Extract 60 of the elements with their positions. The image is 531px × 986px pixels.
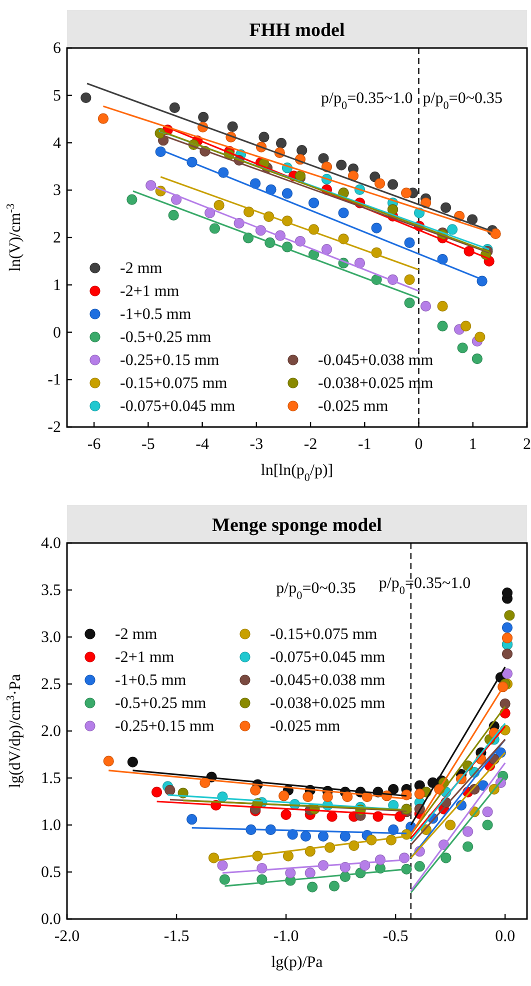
x-tick-label: 2: [523, 436, 531, 453]
chart-title: Menge sponge model: [212, 515, 382, 536]
y-tick-label: 2.5: [41, 676, 61, 693]
x-tick-label: 0.0: [495, 928, 516, 945]
annotation: p/p$_{0}$=0~0.35: [422, 90, 502, 112]
x-tick-label: -1.0: [273, 928, 299, 945]
x-tick-label: -4: [196, 436, 209, 453]
legend-label: -2 mm: [115, 626, 158, 643]
x-tick-label: -2: [304, 436, 318, 453]
y-tick-label: 6: [53, 40, 61, 57]
x-tick-label: -5: [142, 436, 155, 453]
y-tick-label: 1: [53, 276, 61, 294]
legend-label: -0.25+0.15 mm: [120, 352, 220, 369]
y-tick-label: 3.5: [41, 582, 61, 599]
y-tick-label: -1: [48, 372, 61, 389]
legend-label: -0.5+0.25 mm: [115, 695, 207, 712]
x-tick-label: -1: [358, 436, 372, 453]
x-axis-title: lg(p)/Pa: [271, 954, 323, 971]
legend-label: -0.025 mm: [270, 718, 341, 735]
y-tick-label: 0.0: [41, 911, 61, 928]
y-tick-label: 5: [53, 87, 61, 104]
legend-label: -0.045+0.038 mm: [270, 672, 386, 689]
x-tick-label: -3: [250, 436, 264, 453]
legend-label: -2+1 mm: [120, 283, 180, 300]
x-tick-label: -2.0: [54, 928, 80, 945]
y-tick-label: 3.0: [41, 629, 61, 646]
x-tick-label: -1.5: [164, 928, 190, 945]
legend-label: -0.5+0.25 mm: [120, 329, 212, 346]
annotation: p/p$_{0}$=0~0.35: [276, 580, 356, 602]
legend-label: -0.045+0.038 mm: [318, 352, 434, 369]
chart-title: FHH model: [249, 20, 345, 41]
y-tick-label: 1.0: [41, 817, 61, 834]
legend-label: -1+0.5 mm: [115, 672, 187, 689]
legend-label: -2+1 mm: [115, 649, 175, 666]
legend-label: -0.15+0.075 mm: [270, 626, 378, 643]
y-tick-label: 3: [53, 182, 61, 200]
legend-label: -1+0.5 mm: [120, 306, 192, 323]
y-tick-label: 1.5: [41, 770, 61, 787]
legend-label: -0.15+0.075 mm: [120, 375, 228, 392]
legend-label: -0.025 mm: [318, 398, 389, 415]
legend-label: -0.075+0.045 mm: [120, 398, 236, 415]
legend-label: -0.25+0.15 mm: [115, 718, 215, 735]
x-tick-label: 0: [414, 436, 423, 453]
legend-label: -2 mm: [120, 260, 163, 277]
legend-label: -0.038+0.025 mm: [318, 375, 434, 392]
y-tick-label: 4.0: [41, 535, 61, 552]
y-tick-label: 4: [53, 134, 61, 152]
y-tick-label: -2: [48, 419, 61, 436]
y-tick-label: 0: [53, 324, 61, 342]
y-tick-label: 2.0: [41, 723, 61, 740]
y-tick-label: 0.5: [41, 864, 61, 881]
annotation: p/p$_{0}$=0.35~1.0: [378, 575, 471, 597]
legend-label: -0.038+0.025 mm: [270, 695, 386, 712]
legend-label: -0.075+0.045 mm: [270, 649, 386, 666]
y-tick-label: 2: [53, 230, 61, 246]
annotation: p/p$_{0}$=0.35~1.0: [321, 90, 413, 112]
x-tick-label: 1: [468, 436, 477, 453]
x-tick-label: -6: [87, 436, 101, 453]
x-axis-title: ln[ln(p$_{0}$/p)]: [260, 462, 334, 484]
x-tick-label: -0.5: [382, 928, 408, 945]
